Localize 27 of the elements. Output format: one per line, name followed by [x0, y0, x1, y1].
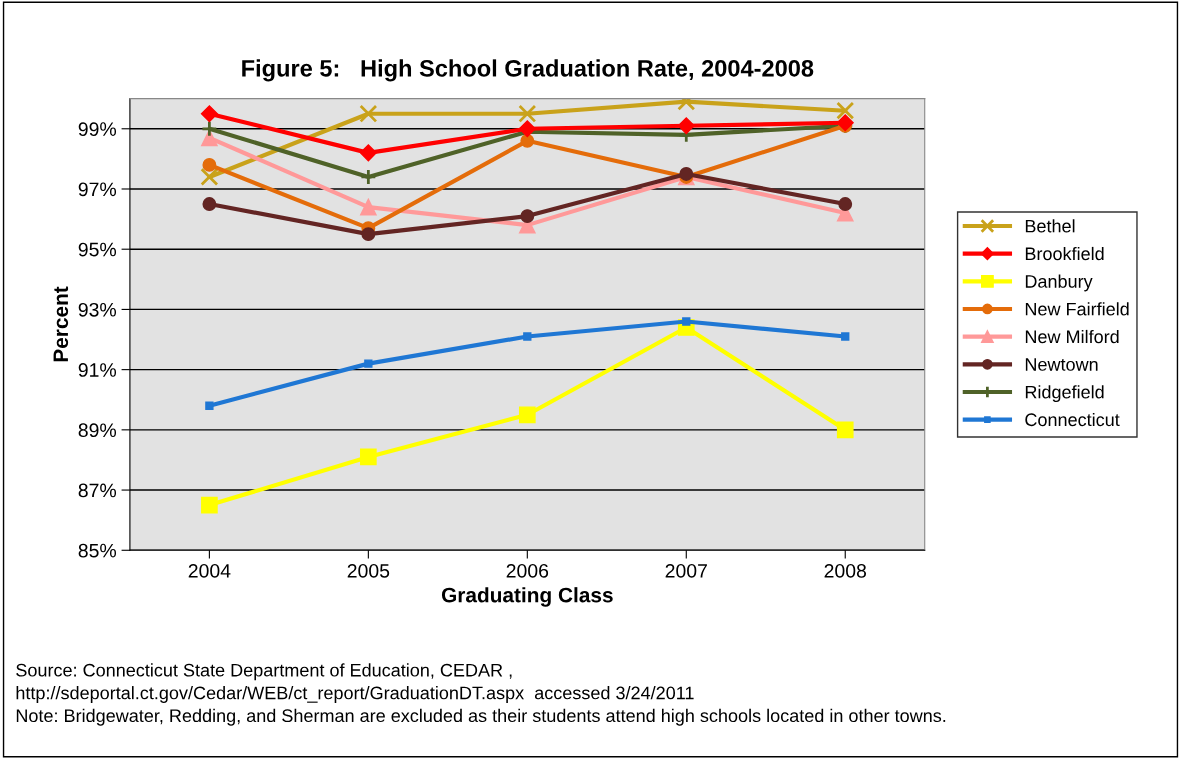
text: Note: Bridgewater, Redding, and Sherman are excluded as their students attend high schools located in other towns.	[16, 708, 946, 726]
y-axis-title: Percent	[53, 286, 69, 362]
legend-label: Bethel	[1025, 219, 1075, 233]
legend-label: New Fairfield	[1025, 302, 1129, 316]
legend-label: Brookfield	[1025, 246, 1104, 261]
y-tick-label: 85%	[78, 543, 117, 558]
x-tick-label: 2006	[506, 563, 549, 578]
x-tick-label: 2004	[188, 563, 231, 578]
legend-label: Connecticut	[1025, 412, 1120, 427]
chart-title: Figure 5: High School Graduation Rate, 2004-2008	[242, 59, 814, 82]
x-tick-label: 2005	[347, 563, 390, 578]
y-tick-label: 89%	[78, 423, 117, 438]
legend-label: New Milford	[1025, 329, 1119, 344]
x-tick-label: 2008	[824, 563, 867, 578]
legend-label: Ridgefield	[1025, 385, 1104, 403]
legend-label: Danbury	[1025, 274, 1093, 292]
legend-label: Newtown	[1025, 358, 1098, 371]
y-tick-label: 95%	[78, 242, 117, 257]
y-tick-label: 91%	[78, 363, 117, 377]
y-tick-label: 97%	[78, 182, 117, 197]
y-tick-label: 99%	[78, 122, 117, 137]
y-tick-label: 93%	[78, 302, 117, 317]
x-tick-label: 2007	[665, 563, 707, 578]
x-axis-title: Graduating Class	[441, 587, 613, 607]
text: http://sdeportal.ct.gov/Cedar/WEB/ct_report/GraduationDT.aspx accessed 3/24/2011	[16, 686, 694, 703]
y-tick-label: 87%	[78, 483, 117, 498]
source-note: Source: Connecticut State Department of Education, CEDAR ,	[16, 663, 512, 681]
